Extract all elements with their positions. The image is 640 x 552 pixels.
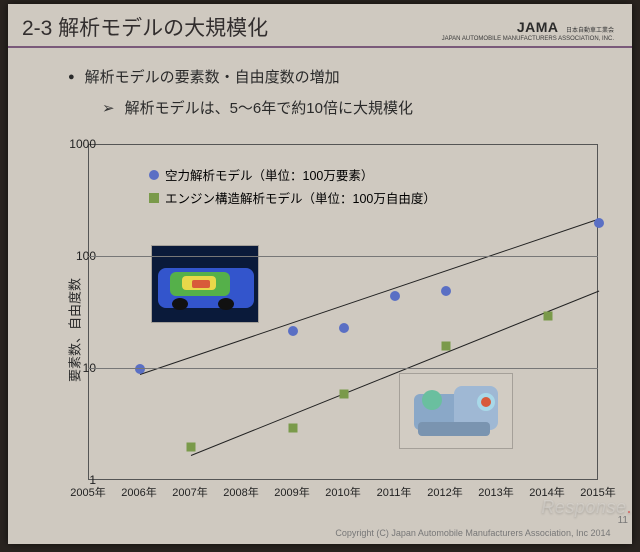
data-point-square [442,342,451,351]
data-point-circle [288,326,298,336]
chart: 要素数、自由度数 空力解析モデル（単位：100万要素） エンジン構造解析モデル（単… [52,140,612,520]
data-point-circle [135,364,145,374]
x-tick-label: 2010年 [325,484,360,500]
bullet-sub: 解析モデルは、5～6年で約10倍に大規模化 [102,97,632,118]
x-tick-label: 2012年 [427,484,462,500]
x-tick-label: 2013年 [478,484,513,500]
x-tick-label: 2009年 [274,484,309,500]
slide: 2-3 解析モデルの大規模化 JAMA 日本自動車工業会 JAPAN AUTOM… [8,4,632,544]
x-tick-label: 2005年 [70,484,105,500]
title-bar: 2-3 解析モデルの大規模化 JAMA 日本自動車工業会 JAPAN AUTOM… [8,4,632,48]
legend-item: エンジン構造解析モデル（単位：100万自由度） [149,188,436,207]
x-tick-label: 2011年 [377,484,412,500]
jama-logo: JAMA 日本自動車工業会 JAPAN AUTOMOBILE MANUFACTU… [442,20,614,42]
data-point-circle [339,323,349,333]
data-point-square [289,423,298,432]
x-tick-label: 2007年 [172,484,207,500]
logo-jp: 日本自動車工業会 [566,28,614,34]
logo-subtitle: JAPAN AUTOMOBILE MANUFACTURERS ASSOCIATI… [442,36,614,42]
bullet-main: 解析モデルの要素数・自由度数の増加 [68,66,632,87]
data-point-circle [594,218,604,228]
slide-title: 2-3 解析モデルの大規模化 [22,12,268,42]
data-point-square [187,443,196,452]
x-tick-label: 2006年 [121,484,156,500]
legend-item: 空力解析モデル（単位：100万要素） [149,165,436,184]
y-tick-label: 1000 [69,137,96,151]
grid-line [88,256,598,257]
logo-text: JAMA [517,19,559,35]
watermark: Response. [541,497,632,518]
grid-line [88,368,598,369]
legend-marker-square-icon [149,193,159,203]
plot-area: 空力解析モデル（単位：100万要素） エンジン構造解析モデル（単位：100万自由度… [88,144,598,480]
legend-label: 空力解析モデル（単位：100万要素） [165,165,373,184]
data-point-circle [390,291,400,301]
x-tick-label: 2008年 [223,484,258,500]
engine-fea-inset [399,373,513,449]
data-point-square [340,389,349,398]
y-axis-label: 要素数、自由度数 [65,278,84,382]
data-point-square [544,311,553,320]
copyright: Copyright (C) Japan Automobile Manufactu… [335,528,618,538]
bullet-list: 解析モデルの要素数・自由度数の増加 解析モデルは、5～6年で約10倍に大規模化 [8,48,632,118]
legend: 空力解析モデル（単位：100万要素） エンジン構造解析モデル（単位：100万自由度… [145,163,440,213]
legend-marker-circle-icon [149,170,159,180]
data-point-circle [441,286,451,296]
legend-label: エンジン構造解析モデル（単位：100万自由度） [165,188,436,207]
